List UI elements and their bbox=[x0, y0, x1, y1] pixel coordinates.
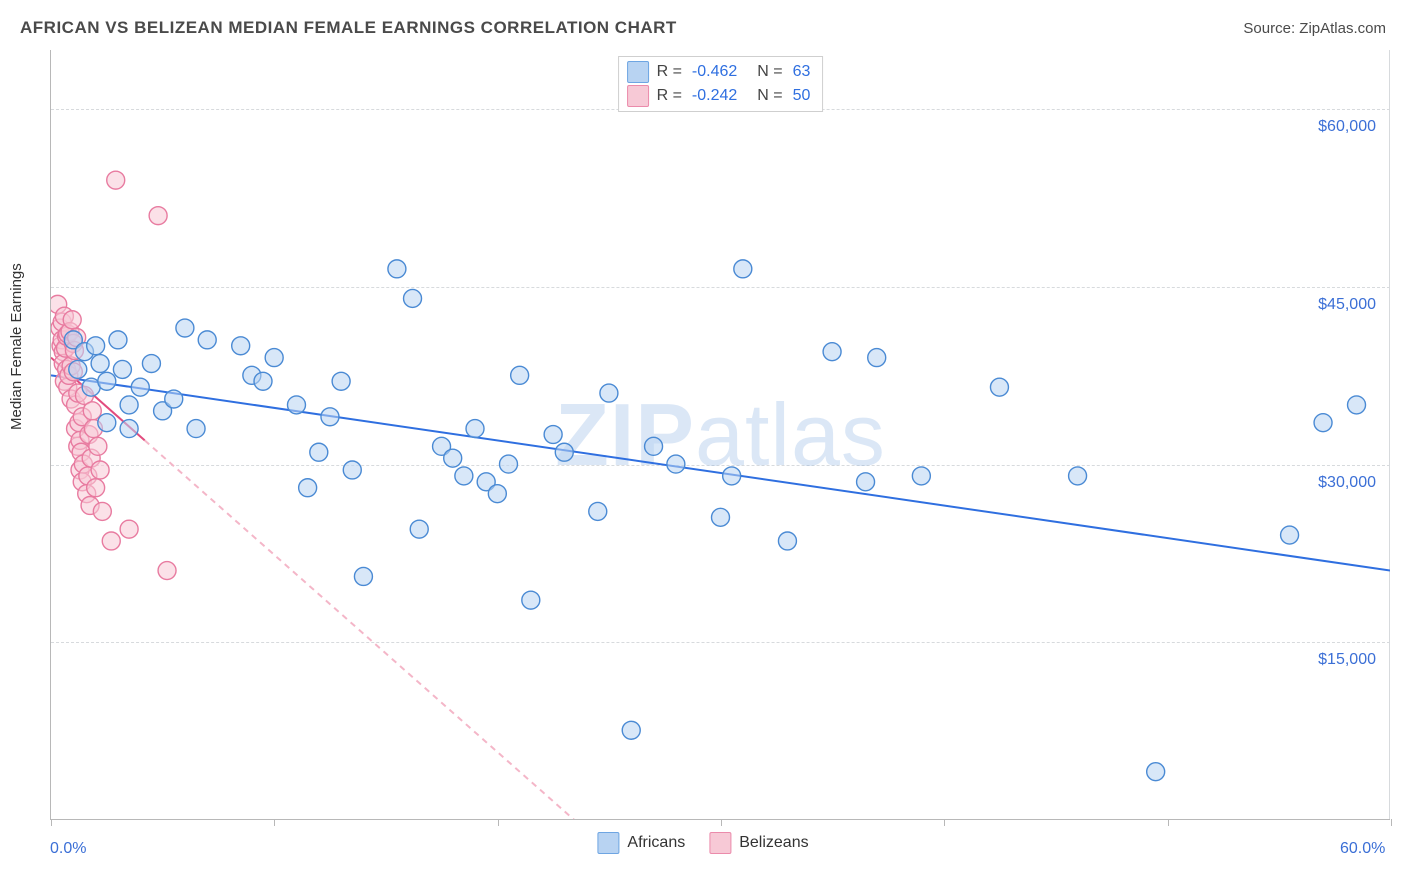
data-point bbox=[667, 455, 685, 473]
data-point bbox=[102, 532, 120, 550]
data-point bbox=[142, 355, 160, 373]
data-point bbox=[410, 520, 428, 538]
data-point bbox=[232, 337, 250, 355]
data-point bbox=[120, 396, 138, 414]
data-point bbox=[600, 384, 618, 402]
data-point bbox=[107, 171, 125, 189]
data-point bbox=[93, 502, 111, 520]
data-point bbox=[265, 349, 283, 367]
chart-title: AFRICAN VS BELIZEAN MEDIAN FEMALE EARNIN… bbox=[20, 18, 677, 38]
chart-svg bbox=[51, 50, 1390, 819]
correlation-stats-box: R =-0.462N =63R =-0.242N =50 bbox=[618, 56, 824, 112]
x-tick-mark bbox=[274, 819, 275, 826]
data-point bbox=[1147, 763, 1165, 781]
x-tick-mark bbox=[944, 819, 945, 826]
data-point bbox=[149, 207, 167, 225]
data-point bbox=[165, 390, 183, 408]
data-point bbox=[113, 360, 131, 378]
data-point bbox=[823, 343, 841, 361]
stats-row: R =-0.462N =63 bbox=[627, 61, 811, 83]
plot-area: ZIPatlas R =-0.462N =63R =-0.242N =50 $1… bbox=[50, 50, 1390, 820]
data-point bbox=[91, 461, 109, 479]
series-swatch bbox=[627, 61, 649, 83]
data-point bbox=[723, 467, 741, 485]
x-tick-mark bbox=[1168, 819, 1169, 826]
data-point bbox=[1314, 414, 1332, 432]
data-point bbox=[321, 408, 339, 426]
data-point bbox=[868, 349, 886, 367]
data-point bbox=[990, 378, 1008, 396]
data-point bbox=[109, 331, 127, 349]
legend-swatch bbox=[597, 832, 619, 854]
x-tick-mark bbox=[51, 819, 52, 826]
legend-item: Africans bbox=[597, 832, 685, 854]
data-point bbox=[589, 502, 607, 520]
data-point bbox=[299, 479, 317, 497]
data-point bbox=[87, 337, 105, 355]
x-tick-mark bbox=[721, 819, 722, 826]
data-point bbox=[555, 443, 573, 461]
data-point bbox=[176, 319, 194, 337]
data-point bbox=[83, 402, 101, 420]
x-tick-mark bbox=[1391, 819, 1392, 826]
data-point bbox=[87, 479, 105, 497]
data-point bbox=[712, 508, 730, 526]
data-point bbox=[343, 461, 361, 479]
trend-line bbox=[145, 440, 654, 819]
data-point bbox=[778, 532, 796, 550]
series-swatch bbox=[627, 85, 649, 107]
data-point bbox=[63, 311, 81, 329]
data-point bbox=[91, 355, 109, 373]
stats-row: R =-0.242N =50 bbox=[627, 85, 811, 107]
x-tick-label-max: 60.0% bbox=[1340, 840, 1385, 858]
data-point bbox=[388, 260, 406, 278]
x-tick-label-min: 0.0% bbox=[50, 840, 86, 886]
data-point bbox=[158, 562, 176, 580]
data-point bbox=[120, 420, 138, 438]
legend-label: Belizeans bbox=[739, 834, 808, 852]
data-point bbox=[69, 360, 87, 378]
data-point bbox=[198, 331, 216, 349]
data-point bbox=[1069, 467, 1087, 485]
data-point bbox=[98, 372, 116, 390]
data-point bbox=[98, 414, 116, 432]
data-point bbox=[544, 426, 562, 444]
series-legend: Africans Belizeans bbox=[597, 832, 808, 854]
data-point bbox=[89, 437, 107, 455]
data-point bbox=[511, 366, 529, 384]
data-point bbox=[444, 449, 462, 467]
data-point bbox=[622, 721, 640, 739]
data-point bbox=[734, 260, 752, 278]
data-point bbox=[466, 420, 484, 438]
trend-line bbox=[51, 375, 1390, 570]
data-point bbox=[499, 455, 517, 473]
data-point bbox=[120, 520, 138, 538]
data-point bbox=[404, 289, 422, 307]
data-point bbox=[332, 372, 350, 390]
data-point bbox=[645, 437, 663, 455]
data-point bbox=[187, 420, 205, 438]
data-point bbox=[310, 443, 328, 461]
source-label: Source: ZipAtlas.com bbox=[1243, 20, 1386, 37]
data-point bbox=[857, 473, 875, 491]
data-point bbox=[522, 591, 540, 609]
y-axis-label: Median Female Earnings bbox=[8, 263, 25, 430]
data-point bbox=[488, 485, 506, 503]
data-point bbox=[455, 467, 473, 485]
data-point bbox=[131, 378, 149, 396]
data-point bbox=[354, 567, 372, 585]
legend-item: Belizeans bbox=[709, 832, 808, 854]
data-point bbox=[287, 396, 305, 414]
data-point bbox=[1348, 396, 1366, 414]
data-point bbox=[912, 467, 930, 485]
legend-label: Africans bbox=[627, 834, 685, 852]
data-point bbox=[254, 372, 272, 390]
legend-swatch bbox=[709, 832, 731, 854]
x-tick-mark bbox=[498, 819, 499, 826]
data-point bbox=[1281, 526, 1299, 544]
